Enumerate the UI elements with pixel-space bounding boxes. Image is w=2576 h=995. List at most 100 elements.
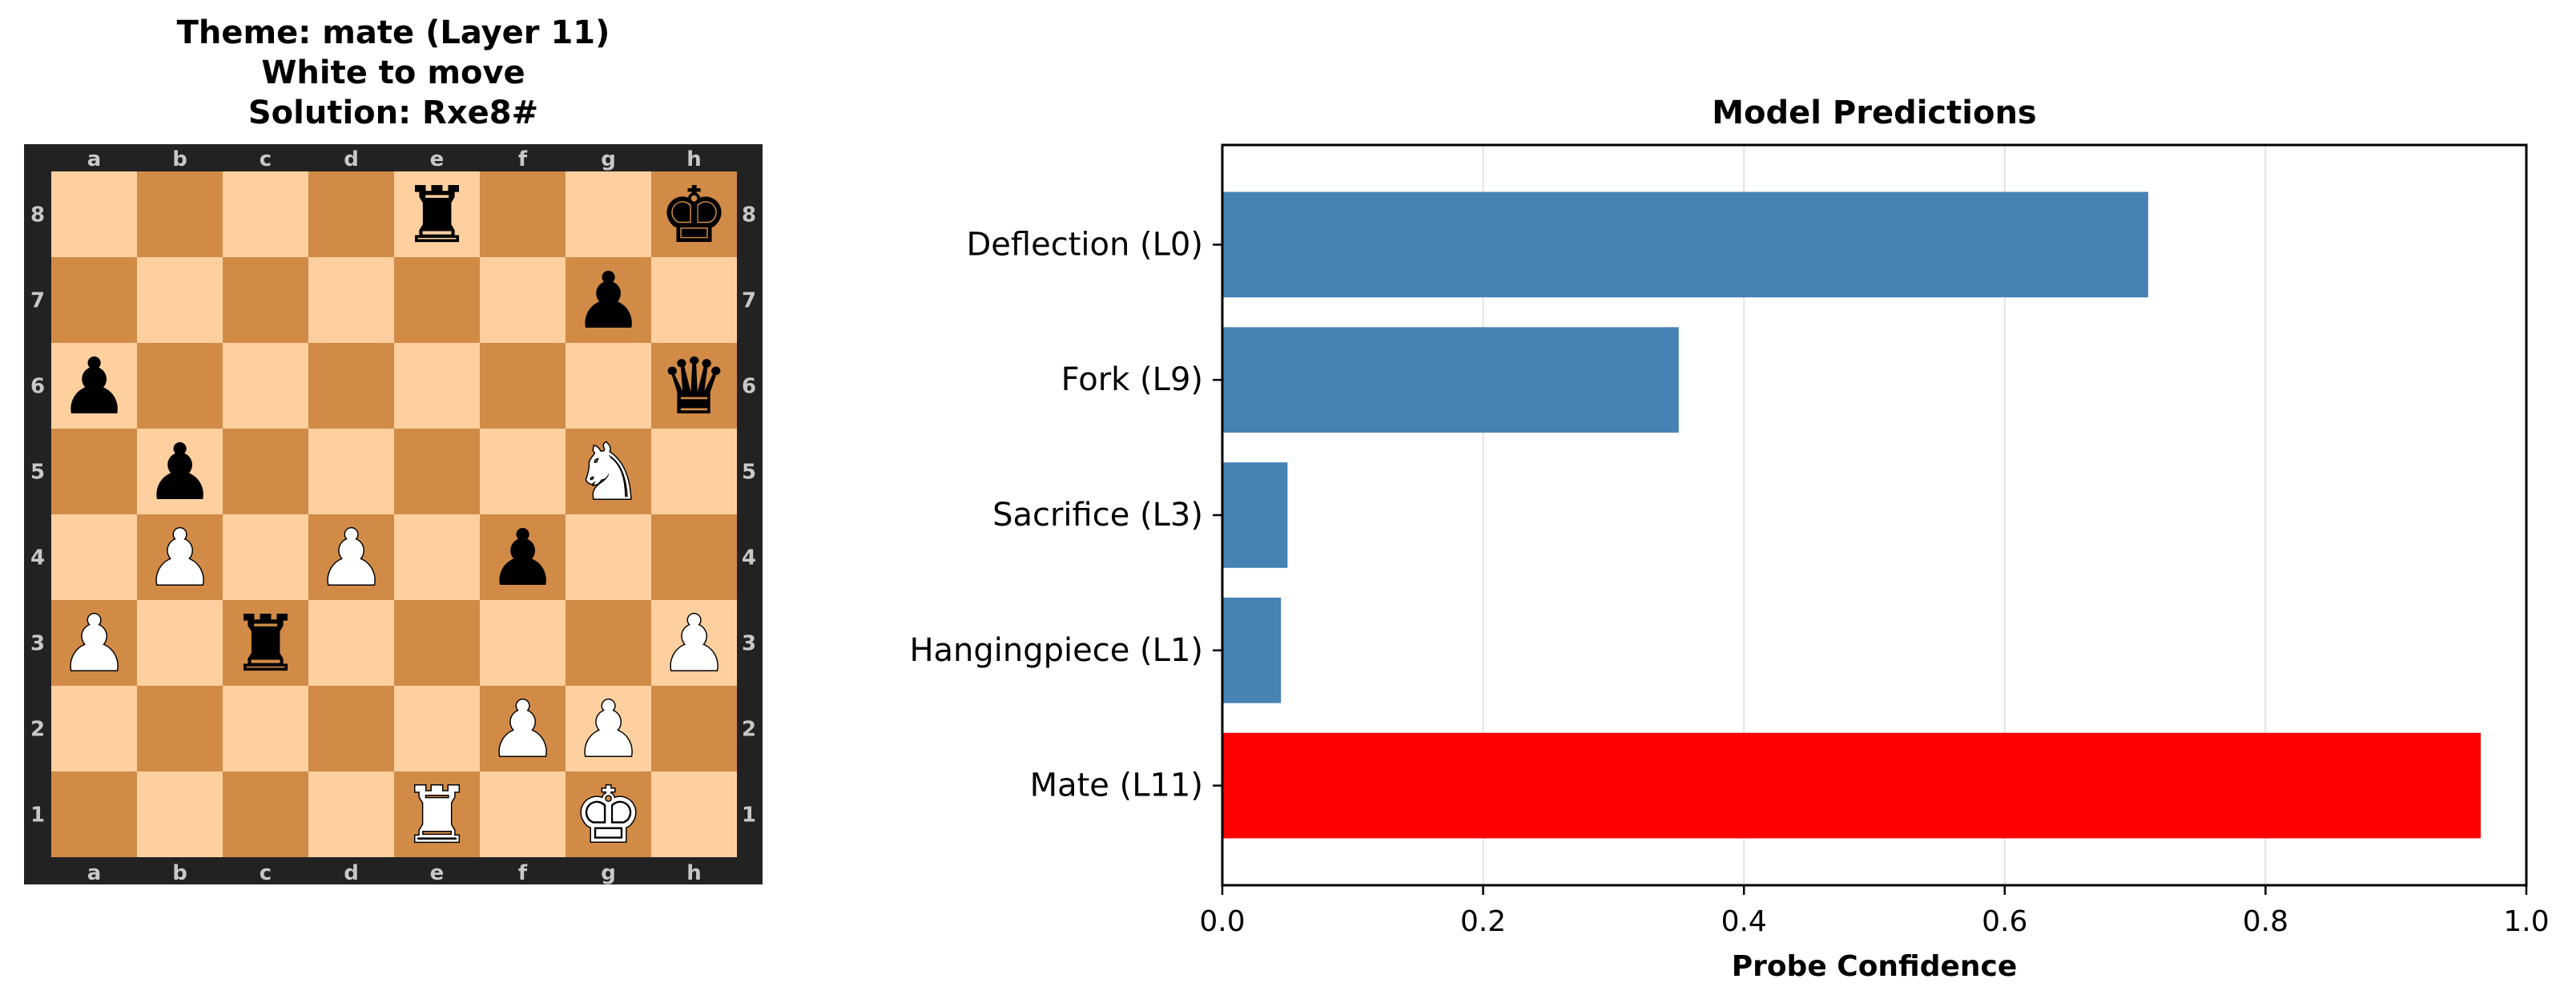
square-g4 bbox=[566, 514, 651, 600]
square-b2 bbox=[137, 686, 223, 771]
file-label-bottom: h bbox=[686, 861, 702, 885]
file-label-bottom: e bbox=[430, 861, 445, 885]
black-pawn-icon: ♟ bbox=[59, 342, 128, 432]
square-h6 bbox=[651, 343, 737, 429]
chart-title: Model Predictions bbox=[1712, 95, 2037, 131]
square-b5 bbox=[137, 429, 223, 514]
category-label: Deflection (L0) bbox=[967, 226, 1204, 263]
square-c5 bbox=[223, 429, 308, 514]
square-e2 bbox=[394, 686, 480, 771]
file-label-bottom: c bbox=[260, 861, 272, 885]
board-title-line-3: Solution: Rxe8# bbox=[248, 95, 538, 131]
square-g8 bbox=[566, 171, 651, 257]
file-label-top: a bbox=[87, 147, 102, 171]
square-a3 bbox=[51, 600, 137, 686]
rank-label-right: 1 bbox=[742, 804, 756, 828]
chart-panel: Model Predictions Deflection (L0) Fork (L… bbox=[909, 95, 2549, 983]
board-title-line-1: Theme: mate (Layer 11) bbox=[177, 14, 610, 51]
square-e3 bbox=[394, 600, 480, 686]
rank-label-left: 2 bbox=[30, 718, 45, 742]
square-f4 bbox=[480, 514, 566, 600]
square-e4 bbox=[394, 514, 480, 600]
board-panel: Theme: mate (Layer 11) White to move Sol… bbox=[24, 14, 763, 885]
square-f7 bbox=[480, 257, 566, 343]
square-c8 bbox=[223, 171, 308, 257]
square-d2 bbox=[308, 686, 394, 771]
square-a8 bbox=[51, 171, 137, 257]
bar bbox=[1222, 327, 1679, 433]
rank-label-left: 8 bbox=[30, 203, 45, 228]
rank-label-left: 4 bbox=[30, 546, 45, 570]
rank-label-right: 3 bbox=[742, 632, 756, 656]
rank-label-right: 6 bbox=[742, 375, 756, 399]
square-a6 bbox=[51, 343, 137, 429]
x-tick-label: 0.6 bbox=[1982, 905, 2027, 938]
square-c2 bbox=[223, 686, 308, 771]
x-tick-label: 1.0 bbox=[2503, 905, 2549, 938]
square-h3 bbox=[651, 600, 737, 686]
category-label: Fork (L9) bbox=[1061, 361, 1203, 398]
x-axis-label: Probe Confidence bbox=[1732, 950, 2018, 983]
file-label-bottom: g bbox=[601, 861, 616, 885]
file-label-top: e bbox=[430, 147, 445, 171]
board-coordinates: a a b b c c d d e e f f g g h h 8 8 7 7 6 6 5 5 4 4 3 3 2 2 1 1 bbox=[30, 147, 756, 885]
square-e7 bbox=[394, 257, 480, 343]
black-rook-icon: ♜ bbox=[231, 599, 300, 689]
square-g2 bbox=[566, 686, 651, 771]
category-label: Hangingpiece (L1) bbox=[909, 632, 1203, 669]
black-rook-icon: ♜ bbox=[402, 171, 471, 260]
square-e5 bbox=[394, 429, 480, 514]
square-f5 bbox=[480, 429, 566, 514]
file-label-bottom: f bbox=[518, 861, 528, 885]
board-title-line-2: White to move bbox=[261, 54, 525, 91]
square-c7 bbox=[223, 257, 308, 343]
white-pawn-icon: ♟ bbox=[574, 685, 642, 775]
rank-label-right: 4 bbox=[742, 546, 756, 570]
square-f1 bbox=[480, 771, 566, 857]
square-g5 bbox=[566, 429, 651, 514]
square-a1 bbox=[51, 771, 137, 857]
square-c4 bbox=[223, 514, 308, 600]
square-b1 bbox=[137, 771, 223, 857]
black-king-icon: ♚ bbox=[659, 171, 728, 260]
white-knight-icon: ♞ bbox=[574, 428, 642, 518]
x-tick-label: 0.8 bbox=[2243, 905, 2288, 938]
square-a7 bbox=[51, 257, 137, 343]
bar bbox=[1222, 462, 1288, 568]
square-f8 bbox=[480, 171, 566, 257]
square-e6 bbox=[394, 343, 480, 429]
file-label-top: d bbox=[344, 147, 359, 171]
square-a4 bbox=[51, 514, 137, 600]
square-d4 bbox=[308, 514, 394, 600]
square-h2 bbox=[651, 686, 737, 771]
file-label-top: h bbox=[686, 147, 702, 171]
bar bbox=[1222, 597, 1282, 703]
bar bbox=[1222, 191, 2148, 298]
rank-label-left: 3 bbox=[30, 632, 45, 656]
square-g3 bbox=[566, 600, 651, 686]
square-h1 bbox=[651, 771, 737, 857]
white-pawn-icon: ♟ bbox=[316, 514, 385, 603]
square-c3 bbox=[223, 600, 308, 686]
x-tick-label: 0.4 bbox=[1721, 905, 1767, 938]
rank-label-right: 8 bbox=[742, 203, 756, 228]
square-h8 bbox=[651, 171, 737, 257]
square-b7 bbox=[137, 257, 223, 343]
square-b3 bbox=[137, 600, 223, 686]
black-pawn-icon: ♟ bbox=[145, 428, 214, 518]
square-e1 bbox=[394, 771, 480, 857]
black-pawn-icon: ♟ bbox=[574, 256, 642, 346]
rank-label-left: 1 bbox=[30, 804, 45, 828]
category-label: Mate (L11) bbox=[1030, 767, 1203, 804]
white-pawn-icon: ♟ bbox=[59, 599, 128, 689]
white-rook-icon: ♜ bbox=[402, 771, 471, 860]
square-d6 bbox=[308, 343, 394, 429]
x-tick-label: 0.0 bbox=[1199, 905, 1245, 938]
square-d5 bbox=[308, 429, 394, 514]
square-h5 bbox=[651, 429, 737, 514]
square-d1 bbox=[308, 771, 394, 857]
file-label-top: b bbox=[172, 147, 187, 171]
board-pieces: ♜ ♚♟♟ ♛♟ ♞♟ ♟ ♟♟ ♜ ♟♟ ♟♜ ♚ bbox=[58, 170, 730, 861]
chart-bars bbox=[1222, 191, 2481, 839]
